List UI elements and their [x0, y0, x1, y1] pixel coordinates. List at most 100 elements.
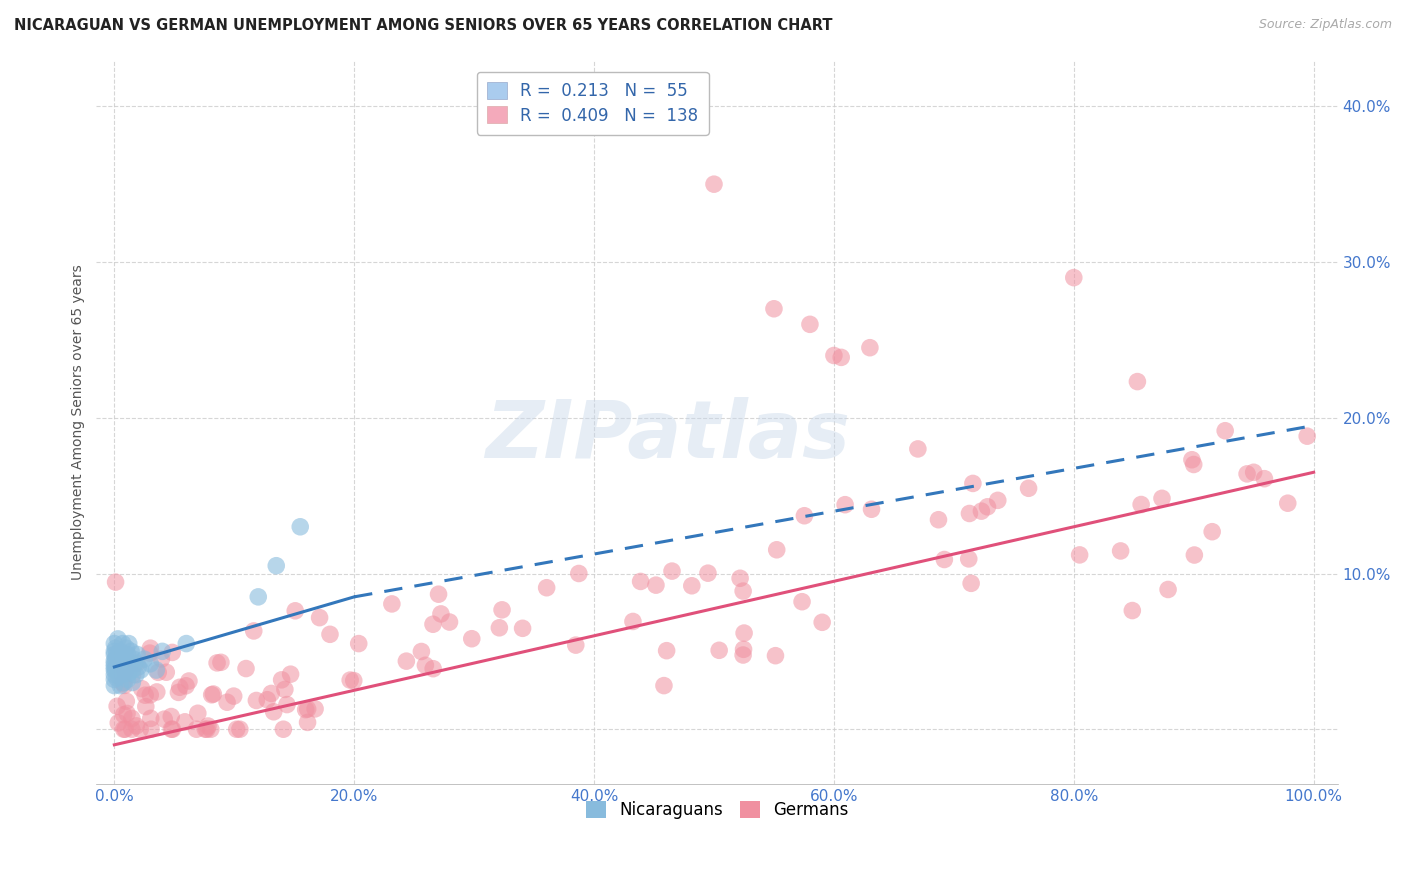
Point	[107, 657, 129, 671]
Point	[264, 558, 287, 573]
Point	[103, 679, 125, 693]
Point	[135, 699, 157, 714]
Point	[114, 723, 136, 737]
Point	[111, 660, 134, 674]
Point	[339, 673, 361, 687]
Y-axis label: Unemployment Among Seniors over 65 years: Unemployment Among Seniors over 65 years	[72, 264, 86, 580]
Point	[411, 644, 433, 658]
Point	[209, 656, 232, 670]
Point	[121, 711, 143, 725]
Point	[115, 641, 138, 656]
Point	[568, 566, 591, 581]
Point	[195, 723, 218, 737]
Point	[134, 688, 156, 702]
Point	[1182, 458, 1205, 472]
Point	[121, 663, 143, 677]
Point	[799, 318, 821, 332]
Point	[115, 694, 138, 708]
Point	[103, 644, 125, 658]
Point	[284, 604, 307, 618]
Point	[260, 686, 283, 700]
Point	[273, 723, 295, 737]
Point	[762, 301, 785, 316]
Point	[1109, 544, 1132, 558]
Point	[1213, 424, 1236, 438]
Point	[115, 652, 138, 666]
Point	[186, 723, 208, 737]
Point	[860, 502, 883, 516]
Point	[176, 637, 198, 651]
Point	[105, 648, 128, 662]
Point	[117, 648, 139, 662]
Point	[110, 661, 132, 675]
Point	[103, 654, 125, 668]
Point	[962, 476, 984, 491]
Point	[395, 654, 418, 668]
Text: ZIPatlas: ZIPatlas	[485, 397, 849, 475]
Point	[127, 660, 149, 674]
Point	[118, 666, 141, 681]
Point	[319, 627, 342, 641]
Point	[112, 675, 135, 690]
Point	[765, 648, 787, 663]
Point	[1018, 481, 1040, 495]
Point	[139, 723, 162, 737]
Point	[1253, 472, 1275, 486]
Point	[811, 615, 834, 630]
Point	[343, 673, 366, 688]
Point	[139, 641, 162, 656]
Point	[127, 648, 149, 662]
Point	[247, 590, 270, 604]
Point	[1126, 375, 1149, 389]
Point	[280, 667, 302, 681]
Point	[652, 679, 675, 693]
Point	[148, 665, 170, 680]
Point	[115, 706, 138, 721]
Text: NICARAGUAN VS GERMAN UNEMPLOYMENT AMONG SENIORS OVER 65 YEARS CORRELATION CHART: NICARAGUAN VS GERMAN UNEMPLOYMENT AMONG …	[14, 18, 832, 33]
Point	[655, 643, 678, 657]
Point	[256, 692, 278, 706]
Point	[959, 507, 981, 521]
Point	[114, 664, 136, 678]
Point	[1182, 548, 1205, 562]
Point	[131, 681, 153, 696]
Point	[118, 655, 141, 669]
Point	[122, 652, 145, 666]
Point	[927, 513, 949, 527]
Point	[733, 648, 755, 662]
Point	[146, 685, 169, 699]
Point	[139, 646, 162, 660]
Point	[112, 723, 135, 737]
Point	[661, 564, 683, 578]
Point	[439, 615, 461, 629]
Point	[124, 657, 146, 671]
Point	[160, 723, 183, 737]
Point	[104, 663, 127, 677]
Point	[276, 698, 298, 712]
Point	[150, 644, 173, 658]
Point	[297, 715, 319, 730]
Point	[121, 668, 143, 682]
Point	[125, 719, 148, 733]
Point	[987, 493, 1010, 508]
Point	[104, 652, 127, 666]
Point	[1150, 491, 1173, 506]
Point	[235, 662, 257, 676]
Point	[630, 574, 652, 589]
Point	[707, 643, 730, 657]
Point	[512, 621, 534, 635]
Point	[110, 679, 132, 693]
Point	[976, 500, 998, 514]
Point	[201, 688, 224, 702]
Point	[681, 579, 703, 593]
Point	[488, 621, 510, 635]
Point	[217, 695, 239, 709]
Point	[697, 566, 720, 581]
Point	[242, 624, 264, 638]
Point	[139, 688, 162, 702]
Point	[621, 615, 644, 629]
Point	[308, 610, 330, 624]
Point	[202, 687, 225, 701]
Point	[187, 706, 209, 721]
Point	[129, 723, 152, 737]
